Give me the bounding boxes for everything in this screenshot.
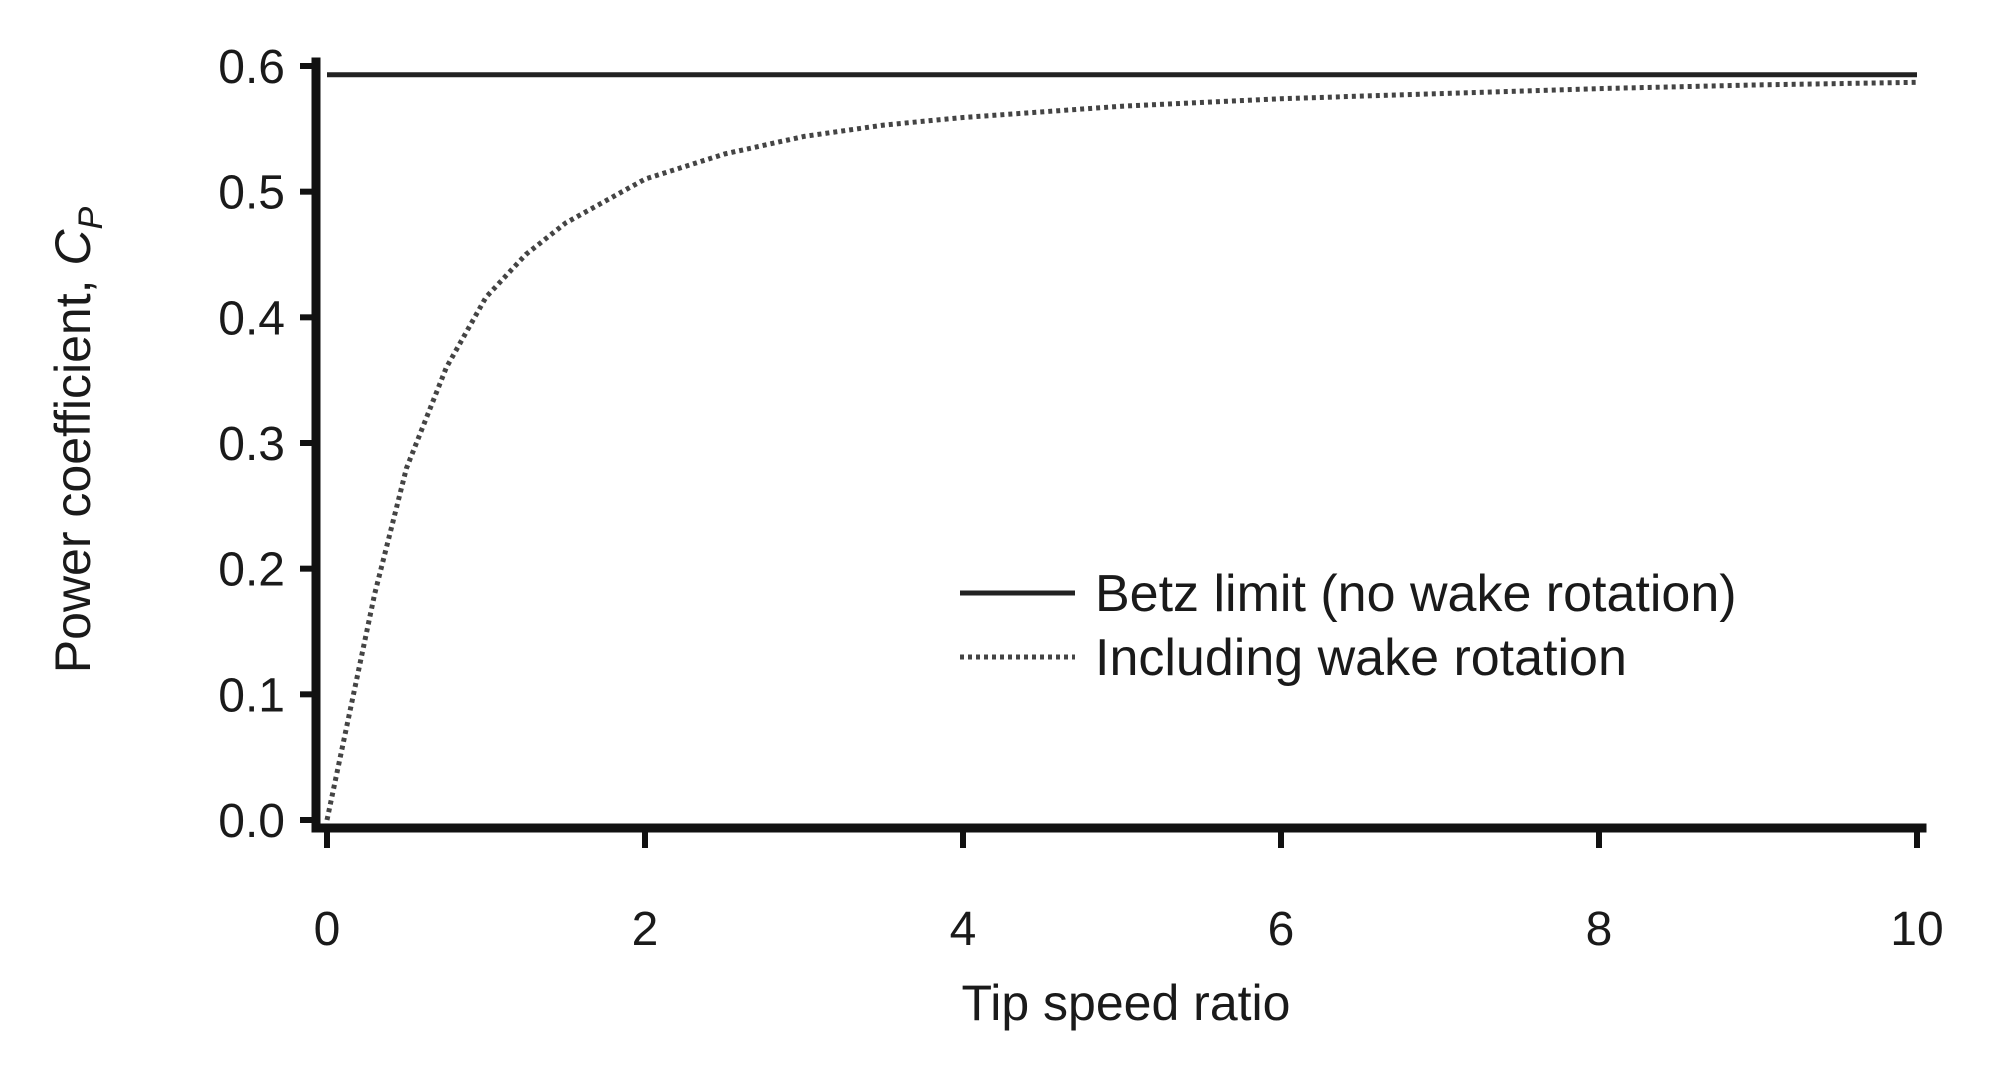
y-axis-title-symbol: C [45,229,101,266]
x-axis-ticks: 0 2 4 6 8 10 [314,828,1944,956]
x-tick-label: 0 [314,903,341,956]
y-tick-label: 0.2 [218,544,285,597]
legend: Betz limit (no wake rotation) Including … [960,565,1737,687]
y-tick-label: 0.3 [218,418,285,471]
plot-area: 0.0 0.1 0.2 0.3 0.4 0.5 0.6 0 2 4 6 8 10 [218,41,1943,956]
y-axis-title-text: Power coefficient, [45,266,101,674]
y-tick-label: 0.0 [218,795,285,848]
y-tick-label: 0.6 [218,41,285,94]
y-axis-title-subscript: P [72,206,110,229]
x-axis-title: Tip speed ratio [962,975,1291,1031]
y-tick-label: 0.5 [218,167,285,220]
y-axis-ticks: 0.0 0.1 0.2 0.3 0.4 0.5 0.6 [218,41,316,848]
x-tick-label: 4 [950,903,977,956]
y-tick-label: 0.1 [218,669,285,722]
x-tick-label: 8 [1586,903,1613,956]
legend-label-wake-rotation: Including wake rotation [1095,629,1627,687]
series-line-wake-rotation [324,79,1918,821]
x-tick-label: 2 [632,903,659,956]
x-tick-label: 10 [1890,903,1943,956]
x-tick-label: 6 [1268,903,1295,956]
legend-label-betz: Betz limit (no wake rotation) [1095,565,1737,623]
y-tick-label: 0.4 [218,292,285,345]
series-layer [324,72,1918,821]
y-axis-title: Power coefficient, CP [45,206,110,673]
